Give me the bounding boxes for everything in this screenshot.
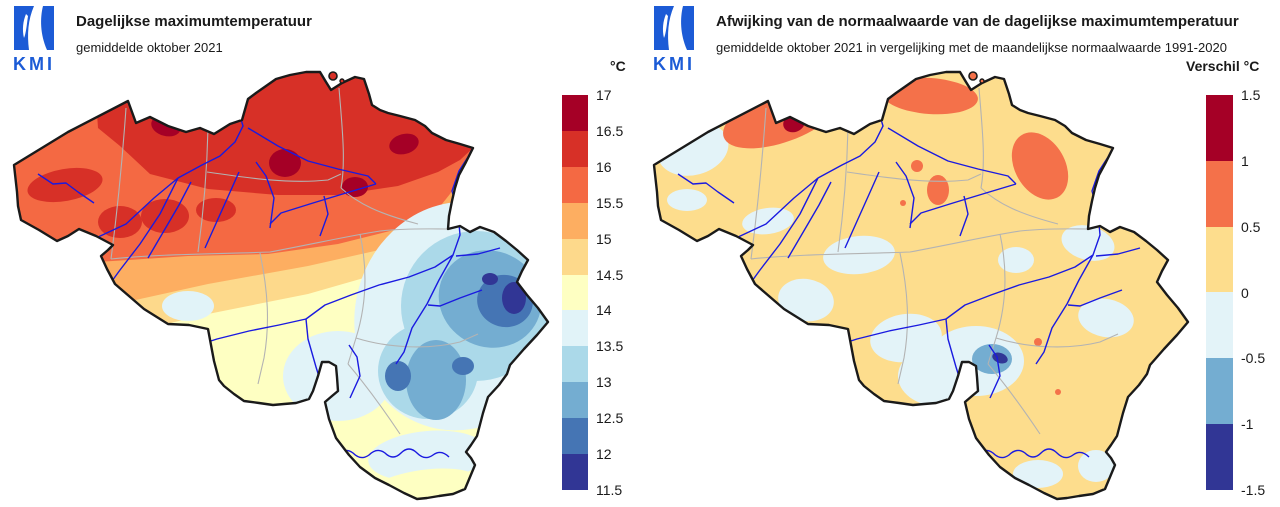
legend-color-step	[562, 418, 588, 455]
legend-tick: 12.5	[596, 410, 624, 426]
left-legend-colorbar	[562, 95, 588, 490]
legend-color-step	[1206, 95, 1233, 161]
legend-tick: 13.5	[596, 338, 624, 354]
legend-tick: 12	[596, 446, 612, 462]
legend-color-step	[562, 310, 588, 347]
kmi-logo-mark	[654, 6, 694, 50]
kmi-logo-right: KMI	[646, 6, 702, 74]
legend-color-step	[1206, 292, 1233, 359]
temperature-contour-fills	[14, 72, 548, 499]
baarle-hertog-enclave	[968, 71, 985, 84]
legend-tick: -0.5	[1241, 350, 1266, 366]
legend-tick: 15	[596, 231, 612, 247]
legend-tick: 15.5	[596, 195, 624, 211]
left-map-title: Dagelijkse maximumtemperatuur	[76, 13, 312, 30]
baarle-hertog-enclave	[328, 71, 345, 84]
legend-color-step	[562, 202, 588, 239]
legend-color-step	[562, 130, 588, 167]
right-map-title: Afwijking van de normaalwaarde van de da…	[716, 13, 1239, 30]
legend-color-step	[1206, 160, 1233, 227]
left-map-subtitle: gemiddelde oktober 2021	[76, 40, 223, 55]
legend-color-step	[562, 382, 588, 419]
legend-tick: 1.5	[1241, 87, 1261, 103]
legend-color-step	[562, 454, 588, 490]
legend-tick: 14	[596, 302, 612, 318]
legend-tick: 16	[596, 159, 612, 175]
legend-tick: 13	[596, 374, 612, 390]
right-legend-colorbar	[1206, 95, 1233, 490]
legend-tick: 17	[596, 87, 612, 103]
legend-color-step	[562, 238, 588, 275]
right-legend-ticks: 1.5 1 0.5 0 -0.5 -1 -1.5	[1241, 87, 1280, 498]
legend-tick: 0	[1241, 285, 1249, 301]
kmi-logo-mark	[14, 6, 54, 50]
kmi-logo-text: KMI	[13, 54, 55, 74]
left-legend-unit-label: °C	[610, 58, 626, 74]
left-legend-ticks: 17 16.5 16 15.5 15 14.5 14 13.5 13 12.5 …	[596, 87, 646, 498]
legend-color-step	[562, 166, 588, 203]
kmi-logo-left: KMI	[6, 6, 62, 74]
anomaly-map-belgium	[652, 70, 1190, 501]
legend-tick: 14.5	[596, 267, 624, 283]
legend-tick: 11.5	[596, 482, 623, 498]
legend-tick: 1	[1241, 153, 1249, 169]
legend-color-step	[1206, 358, 1233, 425]
right-panel-header: Afwijking van de normaalwaarde van de da…	[716, 13, 1239, 55]
legend-color-step	[562, 346, 588, 383]
legend-color-step	[1206, 226, 1233, 293]
legend-tick: -1	[1241, 416, 1254, 432]
legend-tick: 0.5	[1241, 219, 1261, 235]
right-map-subtitle: gemiddelde oktober 2021 in vergelijking …	[716, 40, 1227, 55]
kmi-logo-text: KMI	[653, 54, 695, 74]
anomaly-contour-fills	[654, 72, 1188, 499]
right-legend-unit-label: Verschil °C	[1186, 58, 1260, 74]
legend-color-step	[562, 95, 588, 131]
legend-tick: 16.5	[596, 123, 624, 139]
legend-tick: -1.5	[1241, 482, 1266, 498]
legend-color-step	[562, 274, 588, 311]
legend-color-step	[1206, 424, 1233, 490]
temperature-map-belgium	[12, 70, 550, 501]
left-panel-header: Dagelijkse maximumtemperatuur gemiddelde…	[76, 13, 312, 55]
